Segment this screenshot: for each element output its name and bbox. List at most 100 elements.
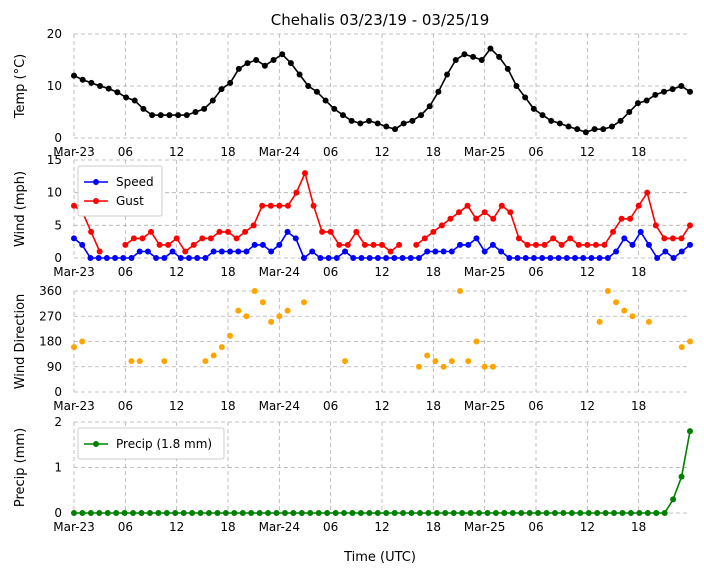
data-point xyxy=(327,228,334,235)
x-tick-label: 12 xyxy=(374,520,389,534)
x-tick-label: 12 xyxy=(580,145,595,159)
x-tick-label: 06 xyxy=(323,520,338,534)
y-tick-label: 10 xyxy=(47,186,62,200)
data-point xyxy=(202,255,209,261)
data-point xyxy=(432,248,439,255)
y-tick-label: 0 xyxy=(54,385,62,399)
data-point xyxy=(315,510,322,516)
x-tick-label: 18 xyxy=(631,265,646,279)
data-point xyxy=(180,510,187,516)
data-point xyxy=(136,358,143,365)
x-tick-label: 12 xyxy=(169,399,184,413)
data-point xyxy=(214,510,221,516)
data-point xyxy=(293,189,300,196)
data-point xyxy=(539,255,546,261)
data-point xyxy=(492,510,499,516)
data-point xyxy=(548,117,555,124)
data-point xyxy=(433,510,440,516)
data-point xyxy=(259,299,266,306)
data-point xyxy=(332,510,339,516)
data-point xyxy=(661,510,668,516)
data-point xyxy=(577,510,584,516)
data-point xyxy=(450,510,457,516)
data-point xyxy=(448,358,455,365)
data-point xyxy=(652,91,659,98)
data-point xyxy=(456,209,462,216)
data-point xyxy=(448,248,455,255)
data-point xyxy=(183,112,190,119)
data-point xyxy=(175,112,182,119)
data-point xyxy=(604,288,611,294)
data-point xyxy=(478,57,485,63)
data-point xyxy=(353,228,360,235)
data-point xyxy=(654,255,661,261)
data-point xyxy=(407,255,414,261)
data-point xyxy=(400,120,407,127)
data-point xyxy=(322,97,329,104)
data-point xyxy=(207,235,214,242)
panel-3: 0 90 180 270 360 Mar-23 06 12 18 Mar-24 06 12 18 Mar-… xyxy=(13,284,693,413)
x-tick-label: 18 xyxy=(426,145,441,159)
data-point xyxy=(227,79,234,86)
data-point xyxy=(370,241,377,248)
data-point xyxy=(79,76,86,83)
data-point xyxy=(357,510,364,516)
x-tick-label: 12 xyxy=(169,145,184,159)
data-point xyxy=(270,57,277,63)
data-point xyxy=(635,202,642,209)
data-point xyxy=(261,62,268,69)
x-tick-label: 12 xyxy=(374,145,389,159)
x-tick-label: Mar-24 xyxy=(259,520,300,534)
data-point xyxy=(287,60,294,67)
data-point xyxy=(248,510,255,516)
data-point xyxy=(300,255,307,261)
legend-box xyxy=(77,165,163,217)
y-tick-label: 2 xyxy=(54,415,62,429)
data-point xyxy=(687,88,693,95)
data-point xyxy=(256,510,263,516)
data-point xyxy=(669,235,676,242)
data-point xyxy=(366,510,373,516)
data-point xyxy=(678,235,685,242)
data-point xyxy=(149,112,156,119)
x-tick-label: 12 xyxy=(580,265,595,279)
data-point xyxy=(114,89,121,96)
data-point xyxy=(155,510,162,516)
data-point xyxy=(383,510,390,516)
data-point xyxy=(284,228,291,235)
data-point xyxy=(670,496,677,503)
data-point xyxy=(344,241,351,248)
data-point xyxy=(146,510,153,516)
y-tick-label: 90 xyxy=(47,360,62,374)
data-point xyxy=(530,255,537,261)
data-point xyxy=(424,248,431,255)
x-tick-label: 12 xyxy=(374,399,389,413)
data-point xyxy=(442,510,449,516)
data-point xyxy=(112,255,119,261)
data-point xyxy=(687,241,693,248)
data-point xyxy=(267,202,274,209)
legend-box xyxy=(77,427,225,460)
data-point xyxy=(464,202,471,209)
data-point xyxy=(400,510,407,516)
data-point xyxy=(596,255,603,261)
data-point xyxy=(161,358,168,365)
data-point xyxy=(645,241,652,248)
x-tick-label: Mar-23 xyxy=(53,145,94,159)
data-point xyxy=(349,510,356,516)
y-tick-label: 0 xyxy=(54,251,62,265)
data-point xyxy=(608,123,615,130)
data-point xyxy=(440,363,447,370)
data-point xyxy=(473,338,480,345)
data-point xyxy=(122,241,129,248)
data-point xyxy=(634,100,641,107)
data-point xyxy=(71,235,77,242)
x-tick-label: 06 xyxy=(118,520,133,534)
data-point xyxy=(166,112,173,119)
data-point xyxy=(139,235,146,242)
data-point xyxy=(591,126,598,133)
data-point xyxy=(276,202,283,209)
data-point xyxy=(281,510,288,516)
data-point xyxy=(610,228,616,235)
